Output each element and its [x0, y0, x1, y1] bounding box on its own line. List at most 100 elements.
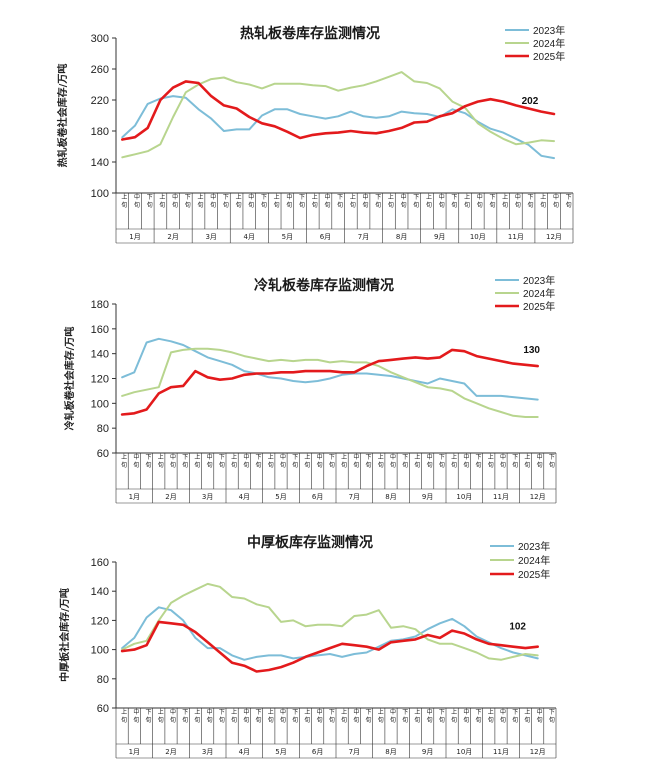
x-subperiod-label: 上旬 [194, 453, 200, 469]
y-tick-label: 140 [91, 157, 109, 169]
chart-panel-1: 热轧板卷库存监测情况 100 140 180 220 260 300 热轧板卷社会库存/万吨上… [56, 24, 574, 244]
x-subperiod-label: 下旬 [292, 454, 298, 469]
x-subperiod-label: 上旬 [524, 453, 530, 469]
y-tick-label: 260 [91, 64, 109, 76]
x-subperiod-label: 下旬 [185, 194, 191, 209]
x-subperiod-label: 下旬 [337, 194, 343, 209]
x-subperiod-label: 中旬 [170, 708, 176, 724]
x-subperiod-label: 中旬 [353, 453, 359, 469]
x-subperiod-label: 下旬 [413, 194, 419, 209]
x-month-label: 2月 [165, 493, 176, 501]
x-subperiod-label: 下旬 [147, 194, 153, 209]
y-tick-label: 80 [97, 674, 109, 686]
end-value-label: 130 [523, 345, 540, 356]
x-month-label: 7月 [349, 748, 360, 756]
legend-label: 2024年 [523, 287, 555, 300]
y-tick-label: 100 [91, 398, 109, 410]
y-tick-label: 100 [91, 188, 109, 200]
x-month-label: 12月 [530, 748, 546, 756]
y-tick-label: 80 [97, 423, 109, 435]
x-subperiod-label: 下旬 [329, 454, 335, 469]
x-subperiod-label: 上旬 [524, 708, 530, 724]
x-subperiod-label: 中旬 [463, 453, 469, 469]
x-subperiod-label: 上旬 [304, 708, 310, 724]
y-tick-label: 300 [91, 33, 109, 45]
x-subperiod-label: 下旬 [146, 709, 152, 724]
y-tick-label: 120 [91, 615, 109, 627]
x-subperiod-label: 上旬 [540, 193, 546, 209]
y-axis-label: 热轧板卷社会库存/万吨 [56, 64, 69, 168]
x-subperiod-label: 上旬 [231, 708, 237, 724]
x-month-label: 1月 [129, 493, 140, 501]
y-axis-label: 冷轧板卷社会库存/万吨 [63, 327, 76, 431]
x-month-label: 4月 [239, 748, 250, 756]
end-value-label: 202 [522, 96, 539, 107]
x-month-label: 10月 [470, 233, 486, 241]
y-tick-label: 100 [91, 645, 109, 657]
x-subperiod-label: 中旬 [353, 708, 359, 724]
x-subperiod-label: 下旬 [292, 709, 298, 724]
x-month-label: 4月 [244, 233, 255, 241]
x-subperiod-label: 下旬 [256, 454, 262, 469]
x-subperiod-label: 下旬 [223, 194, 229, 209]
x-subperiod-label: 下旬 [182, 709, 188, 724]
x-month-label: 7月 [358, 233, 369, 241]
series-line-2023年 [121, 606, 539, 661]
x-month-label: 1月 [129, 233, 140, 241]
x-subperiod-label: 上旬 [464, 193, 470, 209]
x-subperiod-label: 上旬 [451, 453, 457, 469]
x-subperiod-label: 下旬 [549, 709, 555, 724]
x-subperiod-label: 中旬 [207, 453, 213, 469]
x-subperiod-label: 下旬 [528, 194, 534, 209]
x-subperiod-label: 中旬 [133, 453, 139, 469]
y-tick-label: 140 [91, 349, 109, 361]
y-tick-label: 140 [91, 586, 109, 598]
x-subperiod-label: 下旬 [329, 709, 335, 724]
series-line-2025年 [120, 348, 540, 416]
x-subperiod-label: 下旬 [402, 709, 408, 724]
x-subperiod-label: 下旬 [366, 709, 372, 724]
y-axis-label: 中厚板社会库存/万吨 [58, 588, 71, 682]
x-month-label: 5月 [282, 233, 293, 241]
x-month-label: 3月 [202, 748, 213, 756]
series-line-2023年 [121, 95, 555, 160]
x-subperiod-label: 上旬 [236, 193, 242, 209]
x-subperiod-label: 中旬 [500, 453, 506, 469]
x-subperiod-label: 下旬 [402, 454, 408, 469]
x-subperiod-label: 中旬 [134, 193, 140, 209]
x-subperiod-label: 中旬 [133, 708, 139, 724]
x-subperiod-label: 中旬 [324, 193, 330, 209]
x-subperiod-label: 中旬 [390, 453, 396, 469]
x-subperiod-label: 中旬 [243, 453, 249, 469]
x-month-label: 12月 [530, 493, 546, 501]
x-subperiod-label: 上旬 [121, 708, 127, 724]
x-subperiod-label: 上旬 [304, 453, 310, 469]
x-subperiod-label: 下旬 [219, 709, 225, 724]
chart-panel-2: 冷轧板卷库存监测情况 60 80 100 120 140 160 180 冷轧板卷社会库存/万吨… [63, 274, 557, 504]
x-month-label: 6月 [312, 493, 323, 501]
legend-label: 2025年 [533, 50, 565, 63]
x-subperiod-label: 下旬 [219, 454, 225, 469]
x-subperiod-label: 上旬 [121, 453, 127, 469]
x-subperiod-label: 中旬 [553, 193, 559, 209]
x-subperiod-label: 上旬 [426, 193, 432, 209]
x-subperiod-label: 中旬 [463, 708, 469, 724]
x-subperiod-label: 下旬 [476, 454, 482, 469]
x-subperiod-label: 中旬 [390, 708, 396, 724]
x-subperiod-label: 上旬 [378, 453, 384, 469]
x-subperiod-label: 上旬 [159, 193, 165, 209]
x-subperiod-label: 中旬 [439, 193, 445, 209]
x-month-label: 9月 [422, 748, 433, 756]
x-month-label: 8月 [385, 748, 396, 756]
chart-title: 中厚板库存监测情况 [247, 534, 373, 551]
series-line-2024年 [121, 347, 539, 418]
x-subperiod-label: 下旬 [512, 454, 518, 469]
end-value-label: 102 [509, 622, 526, 633]
x-subperiod-label: 上旬 [158, 453, 164, 469]
x-month-label: 10月 [456, 493, 472, 501]
series-line-2025年 [121, 80, 556, 141]
y-tick-label: 120 [91, 374, 109, 386]
x-subperiod-label: 中旬 [170, 453, 176, 469]
x-subperiod-label: 下旬 [146, 454, 152, 469]
y-tick-label: 60 [97, 703, 109, 715]
